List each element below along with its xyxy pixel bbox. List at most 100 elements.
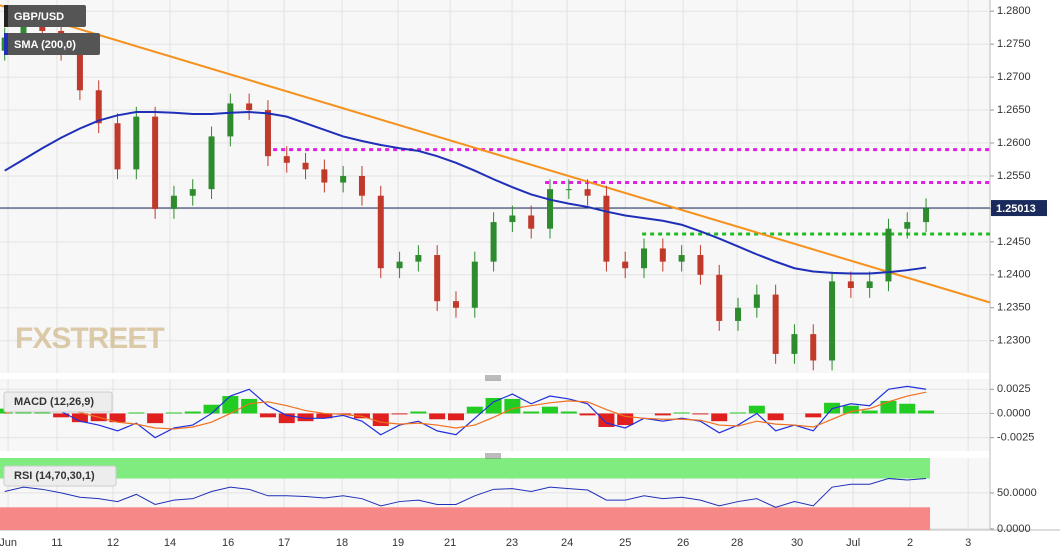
histogram-bar xyxy=(184,411,201,414)
histogram-bar xyxy=(466,406,483,414)
candle-body xyxy=(697,255,704,275)
last-price-box xyxy=(991,200,1047,217)
histogram-bar xyxy=(579,413,596,416)
y-tick-label: 50.0000 xyxy=(997,487,1037,499)
candle-body xyxy=(321,169,328,183)
candle-body xyxy=(208,136,215,190)
rsi-line xyxy=(4,478,927,508)
histogram-bar xyxy=(410,411,427,414)
histogram-bar xyxy=(542,406,558,414)
y-tick-label: 1.2800 xyxy=(997,5,1031,17)
candle-body xyxy=(170,195,177,209)
candle-body xyxy=(659,248,666,262)
histogram-bar xyxy=(297,413,314,422)
histogram-bar xyxy=(711,413,728,422)
candle-body xyxy=(302,162,309,170)
histogram-bar xyxy=(861,410,878,414)
panel-handle[interactable] xyxy=(485,375,501,381)
candle-body xyxy=(603,195,610,262)
legend-swatch xyxy=(4,33,8,55)
histogram-bar xyxy=(203,404,220,414)
histogram-bar xyxy=(748,405,765,414)
overbought-zone xyxy=(0,458,931,479)
candle-body xyxy=(847,281,854,288)
price-panel xyxy=(0,0,990,373)
candle-body xyxy=(810,334,817,361)
candle-body xyxy=(735,307,742,321)
x-tick-label: 2 xyxy=(907,537,913,549)
x-tick-label: 24 xyxy=(561,537,573,549)
candle-body xyxy=(20,17,27,38)
panel-handle[interactable] xyxy=(485,453,501,459)
candle-body xyxy=(923,208,930,223)
y-tick-label: 0.0000 xyxy=(997,523,1031,535)
histogram-bar xyxy=(692,413,709,415)
y-tick-label: 1.2300 xyxy=(997,335,1031,347)
candle-body xyxy=(509,215,516,223)
candle-body xyxy=(716,274,723,321)
last-price-label: 1.25013 xyxy=(996,203,1036,215)
legend-box xyxy=(3,465,117,487)
histogram-bar xyxy=(372,413,389,427)
histogram-bar xyxy=(560,411,577,414)
histogram-bar xyxy=(71,413,88,423)
candle-body xyxy=(152,116,159,209)
candle-body xyxy=(415,255,422,262)
legend-label: SMA (200,0) xyxy=(14,39,76,51)
oversold-zone xyxy=(0,507,931,530)
legend-label: GBP/USD xyxy=(14,11,64,23)
candle-body xyxy=(114,123,121,170)
x-tick-label: 21 xyxy=(444,537,456,549)
legend-box xyxy=(4,5,86,27)
x-tick-label: 14 xyxy=(164,537,176,549)
y-tick-label: -0.0025 xyxy=(997,432,1034,444)
x-tick-label: 16 xyxy=(222,537,234,549)
histogram-bar xyxy=(109,413,126,423)
candle-body xyxy=(641,248,648,269)
candle-body xyxy=(547,189,553,229)
y-tick-label: 1.2650 xyxy=(997,104,1031,116)
histogram-bar xyxy=(673,412,690,414)
marks xyxy=(0,4,991,530)
y-tick-label: 1.2400 xyxy=(997,269,1031,281)
candle-body xyxy=(227,103,234,137)
histogram-bar xyxy=(128,412,145,414)
candle-body xyxy=(133,116,140,170)
candle-body xyxy=(264,110,271,157)
legend-box xyxy=(3,391,113,413)
x-tick-label: 23 xyxy=(506,537,518,549)
x-tick-label: 30 xyxy=(791,537,803,549)
histogram-bar xyxy=(147,413,164,424)
candle-body xyxy=(866,281,873,288)
trend-line xyxy=(0,4,991,304)
x-tick-label: Jul xyxy=(846,537,860,549)
histogram-bar xyxy=(654,413,671,416)
x-tick-label: 12 xyxy=(107,537,119,549)
candle-body xyxy=(904,222,911,229)
candle-body xyxy=(452,301,459,308)
candle-body xyxy=(791,334,798,354)
macd-line xyxy=(4,391,927,430)
y-tick-label: 1.2350 xyxy=(997,302,1031,314)
sma-line xyxy=(4,111,927,275)
candle-body xyxy=(434,255,441,302)
candle-body xyxy=(189,189,196,196)
candle-body xyxy=(471,261,478,308)
candle-body xyxy=(76,50,83,91)
x-tick-label: 17 xyxy=(278,537,290,549)
histogram-bar xyxy=(918,410,935,414)
candle-body xyxy=(584,189,591,196)
histogram-bar xyxy=(899,403,916,414)
x-tick-label: 3 xyxy=(965,537,971,549)
histogram-bar xyxy=(730,412,747,414)
candle-body xyxy=(565,189,572,191)
x-tick-label: 25 xyxy=(619,537,631,549)
histogram-bar xyxy=(259,413,276,418)
candle-body xyxy=(396,261,403,269)
candle-body xyxy=(246,103,253,111)
candle-body xyxy=(377,195,384,269)
candle-body xyxy=(678,255,685,262)
histogram-bar xyxy=(391,413,408,415)
